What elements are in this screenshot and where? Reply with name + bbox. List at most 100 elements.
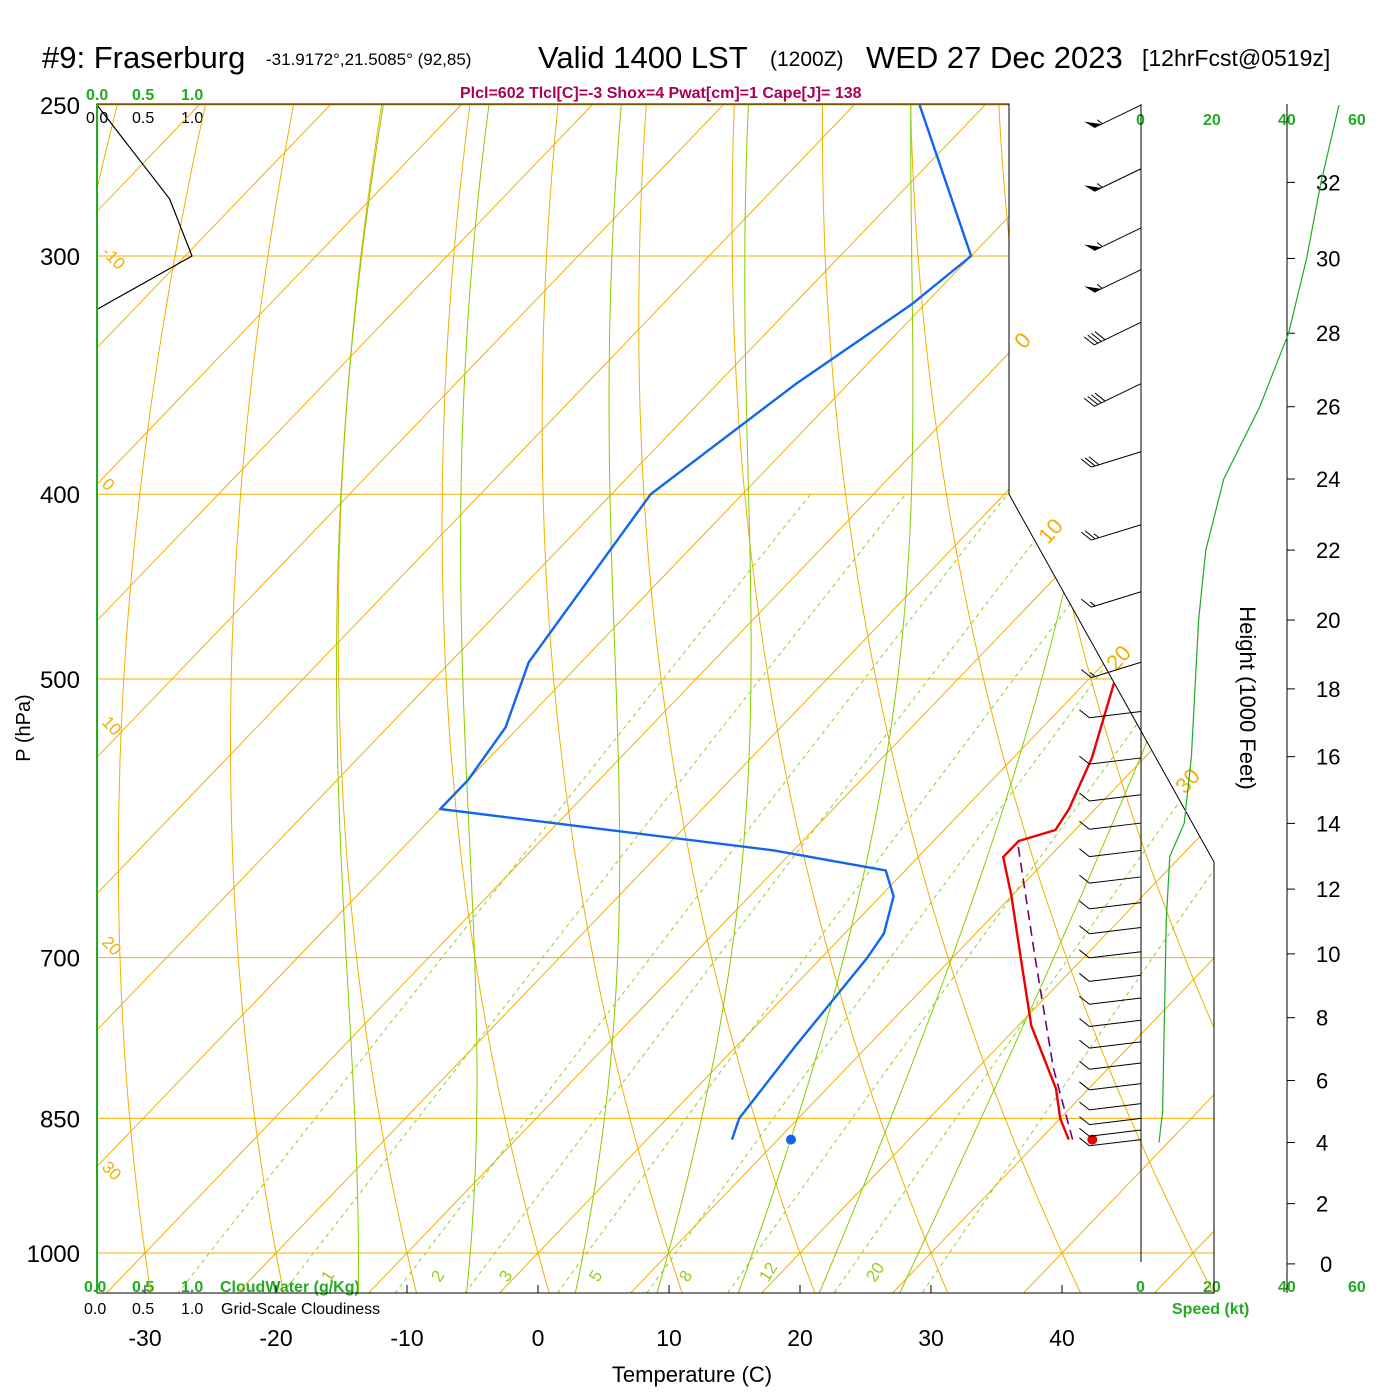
dry-adiabat	[996, 104, 1214, 1293]
wind-barb	[1079, 1116, 1142, 1126]
speed-scale-bottom: 0 20 40 60 Speed (kt)	[1136, 1279, 1366, 1318]
barb-shaft	[1091, 524, 1142, 541]
moist-adiabat	[645, 104, 752, 1293]
wind-barb	[1079, 1081, 1142, 1091]
x-tick-label: 40	[1049, 1325, 1075, 1351]
wind-speed-line	[1158, 104, 1340, 1143]
station-title: #9: Fraserburg	[42, 40, 245, 75]
height-tick-label: 24	[1316, 467, 1340, 492]
barb-shaft	[1089, 1041, 1142, 1049]
isotherm-line	[892, 104, 1214, 1293]
barb-shaft	[1091, 451, 1142, 468]
surface-dewpoint-dot	[785, 1134, 796, 1145]
barb-shaft	[1089, 1139, 1142, 1147]
dewpoint-line	[439, 104, 973, 1140]
cloud-tick: 0.0	[84, 1301, 106, 1318]
isotherm-line	[97, 104, 594, 1293]
mixing-ratio-line	[806, 493, 1214, 1293]
wind-barb	[1079, 1060, 1142, 1070]
station-coords: -31.9172°,21.5085° (92,85)	[266, 50, 471, 69]
barb-shaft	[1089, 710, 1142, 719]
wind-barb	[1079, 755, 1142, 765]
barb-flag	[1091, 394, 1102, 404]
wind-barb	[1084, 168, 1142, 192]
mixing-ratio-line	[528, 493, 1154, 1293]
wind-barb	[1079, 792, 1142, 802]
barb-pennant	[1084, 244, 1102, 251]
mixing-ratio-line	[365, 493, 1008, 1293]
wind-barb	[1079, 709, 1142, 719]
mixing-ratio-line	[699, 493, 1214, 1293]
wind-barb	[1084, 104, 1142, 129]
barb-shaft	[1089, 997, 1142, 1005]
barb-flag	[1079, 925, 1090, 935]
barb-flag	[1079, 1018, 1090, 1027]
mixing-ratio-line	[147, 493, 811, 1293]
cloudiness-label: Grid-Scale Cloudiness	[221, 1301, 380, 1318]
barb-flag	[1079, 973, 1090, 982]
parcel-path	[1016, 840, 1074, 1140]
speed-tick: 60	[1348, 1279, 1366, 1296]
pressure-label: 300	[40, 244, 80, 271]
isotherm-line	[368, 104, 1214, 1293]
barb-flag	[1079, 709, 1090, 719]
height-tick-label: 6	[1316, 1069, 1328, 1094]
barb-shaft	[1093, 321, 1142, 346]
mixing-ratio-label: 2	[427, 1267, 448, 1285]
dry-adiabat	[1346, 71, 1400, 1332]
barb-pennant	[1084, 121, 1102, 128]
wind-barb	[1081, 451, 1142, 468]
height-tick-label: 20	[1316, 608, 1340, 633]
cloudwater-scale-bottom: 0.0 0.5 1.0 CloudWater (g/Kg)	[84, 1279, 360, 1296]
cloud-tick: 0.5	[132, 87, 154, 104]
adiabat-label: 10	[1033, 513, 1068, 548]
isotherm-line	[237, 104, 1214, 1293]
barb-shaft	[1091, 591, 1142, 608]
isotherm-line	[97, 104, 332, 1293]
barb-shaft	[1089, 974, 1142, 982]
height-tick-label: 30	[1316, 246, 1340, 271]
pressure-label: 400	[40, 482, 80, 509]
barb-shaft	[1089, 1129, 1142, 1137]
speed-tick: 20	[1203, 112, 1221, 129]
isotherm-line	[1154, 104, 1214, 1293]
wind-barb	[1079, 848, 1142, 858]
height-tick-label: 8	[1316, 1006, 1328, 1031]
barb-half-flag	[1089, 601, 1096, 607]
cloud-tick: 1.0	[181, 1279, 203, 1296]
barb-shaft	[1089, 1019, 1142, 1027]
mixing-ratio-line	[895, 493, 1214, 1293]
wind-barb	[1079, 1039, 1142, 1049]
barb-half-flag	[1096, 183, 1103, 188]
height-tick-label: 4	[1316, 1131, 1328, 1156]
barb-flag	[1081, 598, 1092, 608]
isotherm-line	[97, 104, 1118, 1293]
speed-label: Speed (kt)	[1172, 1301, 1249, 1318]
barb-flag	[1079, 1137, 1090, 1147]
stability-indices: Plcl=602 Tlcl[C]=-3 Shox=4 Pwat[cm]=1 Ca…	[460, 85, 862, 102]
barb-flag	[1081, 669, 1092, 679]
wind-barb	[1079, 1137, 1142, 1147]
barb-shaft	[1089, 794, 1142, 802]
surface-temperature-dot	[1087, 1134, 1098, 1145]
barb-flag	[1083, 397, 1095, 407]
mixing-ratio-line	[618, 493, 1214, 1293]
barb-half-flag	[1093, 533, 1100, 539]
wind-barb	[1081, 661, 1142, 679]
barb-flag	[1088, 456, 1100, 466]
wind-barb	[1079, 820, 1142, 830]
barb-shaft	[1089, 927, 1142, 935]
barb-shaft	[1089, 876, 1142, 884]
isotherm-line	[97, 104, 987, 1293]
height-tick-label: 22	[1316, 538, 1340, 563]
pressure-label: 500	[40, 667, 80, 694]
mixing-ratio-label: 5	[585, 1267, 606, 1285]
height-tick-label: 32	[1316, 170, 1340, 195]
dry-adiabat	[441, 104, 562, 1293]
adiabat-label: 20	[1101, 640, 1136, 675]
moist-adiabat	[723, 104, 914, 1293]
dry-adiabat	[909, 104, 1214, 1293]
barb-shaft	[1089, 849, 1142, 858]
